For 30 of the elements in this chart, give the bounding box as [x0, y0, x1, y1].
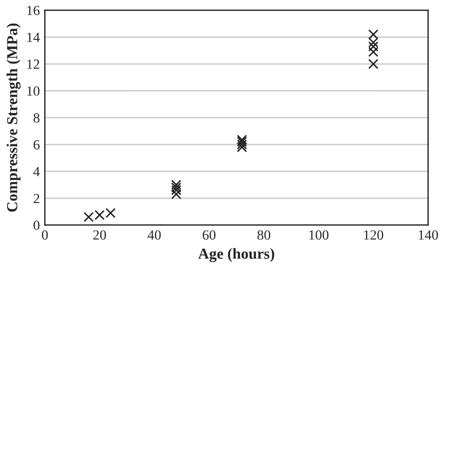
y-tick-label: 8: [34, 113, 40, 123]
point: [368, 37, 378, 48]
point: [368, 29, 378, 40]
y-tick-label: 4: [33, 167, 40, 176]
y-tick-label: 10: [27, 86, 40, 96]
y-tick-label: 2: [34, 194, 40, 204]
y-tick-label: 16: [27, 6, 40, 16]
x-tick-label: 120: [364, 230, 384, 240]
point: [171, 180, 182, 190]
x-tick-label: 0: [42, 230, 48, 240]
point: [236, 142, 248, 152]
point: [368, 41, 378, 52]
x-tick-label: 60: [202, 230, 216, 240]
x-tick-label: 100: [309, 230, 328, 240]
y-tick-label: 0: [34, 220, 40, 230]
x-tick-label: 20: [93, 230, 106, 240]
x-axis-title: Age (hours): [198, 248, 274, 262]
point: [368, 58, 378, 70]
x-tick-label: 40: [148, 230, 161, 240]
point: [368, 46, 378, 57]
y-axis-title: Compressive Strength (MPa): [6, 24, 21, 212]
point: [171, 185, 182, 196]
x-tick-label: 80: [257, 230, 270, 240]
x-tick-label: 140: [418, 230, 438, 240]
point: [236, 139, 248, 150]
point: [171, 189, 182, 200]
y-tick-label: 6: [34, 140, 40, 150]
y-tick-label: 12: [27, 60, 40, 69]
point: [171, 182, 182, 193]
y-tick-label: 14: [27, 32, 40, 42]
